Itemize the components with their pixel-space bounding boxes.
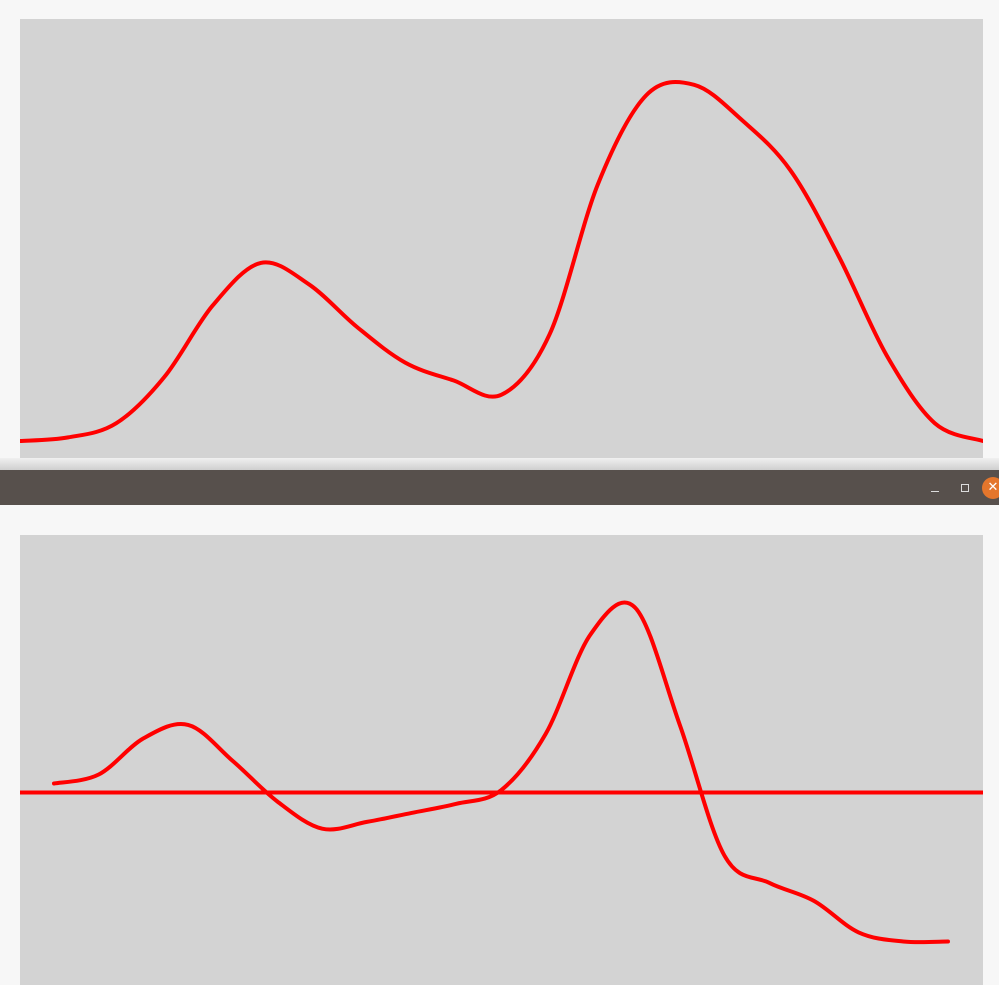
close-button[interactable]: ✕ xyxy=(982,470,999,505)
maximize-button[interactable] xyxy=(952,470,978,505)
maximize-icon xyxy=(961,483,969,492)
minimize-button[interactable] xyxy=(922,470,948,505)
top-plot-svg xyxy=(20,80,983,443)
top-plot-canvas xyxy=(20,19,983,462)
bottom-plot-svg xyxy=(20,600,983,945)
close-icon: ✕ xyxy=(982,476,999,499)
series-line-0 xyxy=(52,600,950,945)
bottom-plot-canvas xyxy=(20,535,983,985)
titlebar-shadow xyxy=(0,458,999,470)
series-line-0 xyxy=(20,80,983,443)
minimize-icon xyxy=(931,491,939,492)
window-titlebar[interactable]: ✕ xyxy=(0,470,999,505)
